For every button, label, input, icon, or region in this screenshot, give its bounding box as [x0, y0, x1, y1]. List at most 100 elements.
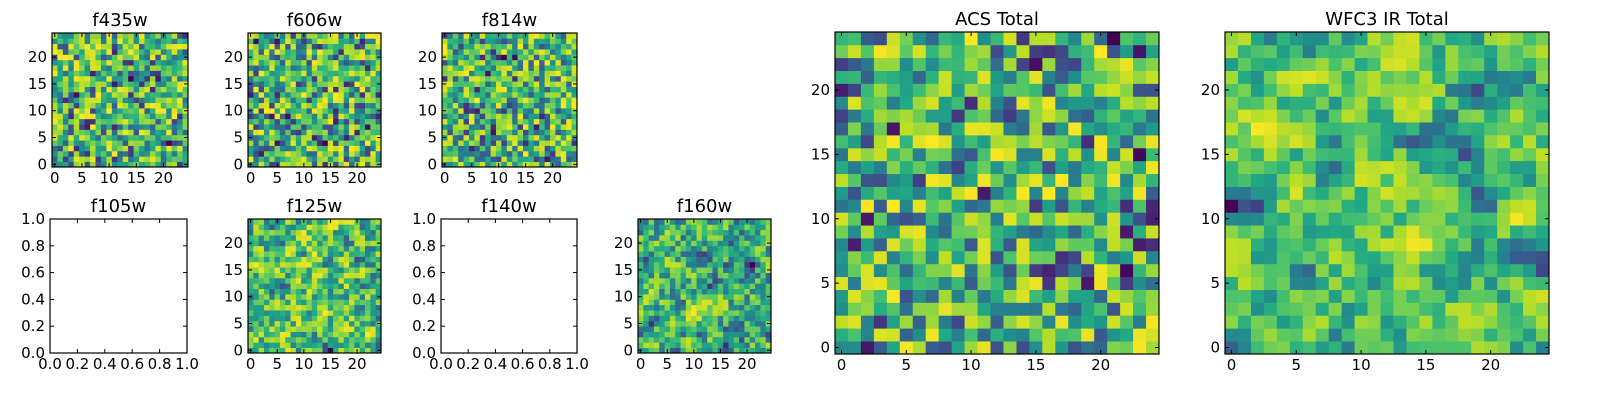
heatmap-cell — [1263, 70, 1278, 84]
heatmap-cell — [84, 118, 91, 125]
heatmap-cell — [653, 224, 660, 231]
heatmap-cell — [951, 135, 965, 149]
heatmap-cell — [638, 331, 644, 338]
heatmap-cell — [760, 299, 767, 306]
heatmap-cell — [1354, 289, 1368, 303]
heatmap-cell — [1237, 160, 1252, 175]
heatmap-cell — [490, 113, 497, 120]
heatmap-cell — [544, 134, 551, 141]
heatmap-cell — [760, 224, 767, 231]
heatmap-cell — [680, 256, 687, 263]
heatmap-cell — [1315, 238, 1330, 252]
heatmap-cell — [1432, 109, 1446, 123]
heatmap-cell — [375, 91, 382, 98]
heatmap-cell — [501, 33, 508, 39]
heatmap-cell — [490, 49, 497, 55]
heatmap-cell — [1094, 147, 1108, 162]
heatmap-cell — [1055, 238, 1069, 252]
heatmap-cell — [1380, 83, 1394, 97]
heatmap-cell — [723, 256, 729, 263]
heatmap-cell — [1393, 57, 1407, 71]
heatmap-cell — [274, 81, 281, 87]
heatmap-cell — [68, 49, 75, 55]
heatmap-cell — [977, 315, 991, 329]
heatmap-cell — [463, 97, 470, 104]
heatmap-cell — [1094, 328, 1108, 342]
heatmap-cell — [860, 147, 875, 162]
heatmap-cell — [269, 310, 275, 316]
heatmap-cell — [79, 43, 85, 50]
heatmap-cell — [117, 102, 124, 109]
heatmap-cell — [375, 331, 382, 338]
heatmap-cell — [62, 91, 69, 98]
heatmap-cell — [485, 113, 491, 120]
heatmap-cell — [1289, 83, 1304, 97]
heatmap-cell — [306, 49, 313, 55]
heatmap-cell — [317, 219, 323, 225]
heatmap-cell — [1016, 135, 1030, 149]
heatmap-cell — [490, 140, 497, 146]
heatmap-cell — [354, 43, 361, 50]
heatmap-cell — [171, 91, 178, 98]
heatmap-cell — [691, 326, 697, 332]
heatmap-cell — [990, 147, 1004, 162]
y-tick-label: 20 — [224, 48, 243, 66]
heatmap-cell — [707, 310, 713, 316]
heatmap-cell — [1406, 289, 1420, 303]
heatmap-cell — [144, 49, 151, 55]
heatmap-cell — [311, 59, 318, 66]
heatmap-cell — [301, 113, 307, 120]
heatmap-cell — [717, 267, 724, 273]
heatmap-cell — [847, 289, 862, 303]
heatmap-cell — [128, 86, 134, 93]
heatmap-cell — [501, 49, 508, 55]
heatmap-cell — [765, 342, 772, 348]
heatmap-cell — [717, 229, 724, 236]
heatmap-cell — [354, 235, 361, 241]
heatmap-cell — [253, 49, 259, 55]
heatmap-cell — [701, 229, 708, 236]
heatmap-cell — [349, 331, 355, 338]
heatmap-cell — [749, 310, 756, 316]
heatmap-cell — [533, 59, 540, 66]
heatmap-cell — [1276, 96, 1291, 110]
heatmap-cell — [354, 91, 361, 98]
heatmap-cell — [1328, 32, 1342, 46]
heatmap-cell — [653, 219, 660, 225]
heatmap-cell — [886, 225, 901, 239]
heatmap-cell — [343, 97, 350, 104]
heatmap-cell — [1120, 122, 1134, 136]
heatmap-cell — [253, 283, 259, 290]
heatmap-cell — [1276, 44, 1291, 59]
heatmap-cell — [306, 33, 313, 39]
heatmap-cell — [469, 156, 475, 162]
heatmap-cell — [1068, 32, 1082, 46]
heatmap-cell — [723, 304, 729, 311]
heatmap-cell — [847, 96, 862, 110]
heatmap-cell — [899, 250, 914, 265]
heatmap-cell — [990, 302, 1004, 316]
heatmap-cell — [111, 129, 118, 136]
heatmap-cell — [269, 288, 275, 295]
y-tick-label: 10 — [28, 102, 47, 120]
heatmap-cell — [1250, 315, 1265, 329]
heatmap-cell — [739, 256, 745, 263]
heatmap-cell — [171, 54, 178, 61]
heatmap-cell — [359, 70, 366, 77]
heatmap-cell — [1393, 135, 1407, 149]
heatmap-cell — [835, 302, 849, 316]
heatmap-cell — [951, 250, 965, 265]
heatmap-cell — [133, 81, 140, 87]
heatmap-cell — [306, 229, 313, 236]
heatmap-cell — [1393, 250, 1407, 265]
heatmap-cell — [155, 124, 162, 130]
heatmap-cell — [295, 261, 302, 268]
heatmap-cell — [744, 224, 751, 231]
heatmap-cell — [638, 245, 644, 252]
heatmap-cell — [1523, 341, 1537, 355]
heatmap-cell — [349, 145, 355, 152]
heatmap-cell — [1458, 238, 1472, 252]
heatmap-cell — [643, 304, 649, 311]
heatmap-cell — [90, 43, 96, 50]
heatmap-cell — [512, 150, 518, 157]
